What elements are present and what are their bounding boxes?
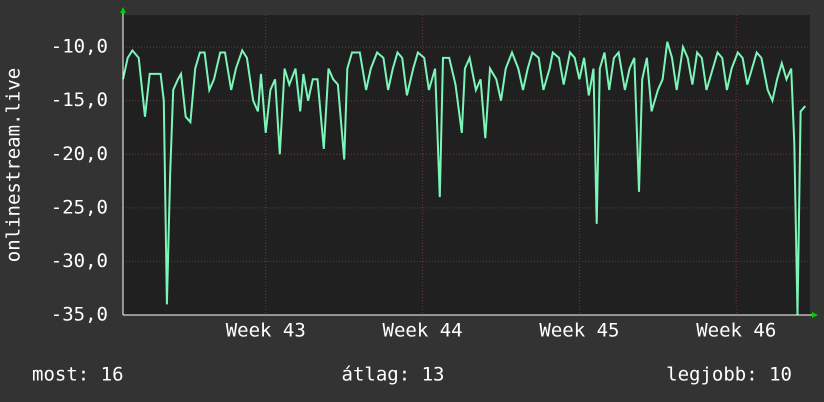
y-tick-label: -25,0 xyxy=(51,196,108,218)
x-arrow xyxy=(812,312,818,318)
y-tick-label: -20,0 xyxy=(51,143,108,165)
y-axis-label: onlinestream.live xyxy=(3,68,25,262)
x-tick-label: Week 46 xyxy=(696,320,776,342)
x-tick-label: Week 44 xyxy=(383,320,463,342)
y-tick-label: -35,0 xyxy=(51,304,108,326)
summary-stat: most: 16 xyxy=(32,364,124,386)
y-tick-label: -15,0 xyxy=(51,89,108,111)
plot xyxy=(122,41,807,316)
summary-stat: átlag: 13 xyxy=(342,364,445,386)
summary-stat: legjobb: 10 xyxy=(666,364,792,386)
y-arrow xyxy=(120,7,126,13)
data-line xyxy=(122,41,807,316)
x-tick-label: Week 45 xyxy=(539,320,619,342)
x-tick-label: Week 43 xyxy=(226,320,306,342)
y-tick-label: -10,0 xyxy=(51,36,108,58)
y-tick-label: -30,0 xyxy=(51,250,108,272)
